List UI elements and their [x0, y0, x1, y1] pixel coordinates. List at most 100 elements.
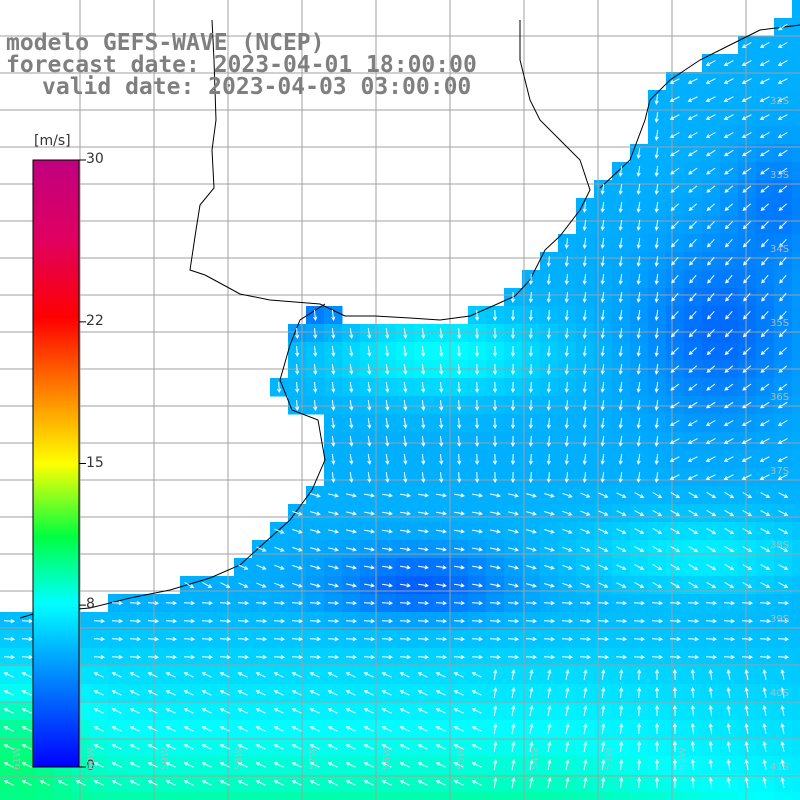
wind-arrow	[435, 618, 448, 624]
wind-arrow	[363, 780, 374, 786]
wind-arrow	[759, 600, 772, 606]
wind-arrow	[457, 345, 462, 358]
wind-arrow	[291, 672, 302, 678]
wind-arrow	[565, 687, 570, 698]
wind-arrow	[454, 529, 465, 534]
wind-speed-cell	[792, 378, 800, 397]
wind-arrow	[724, 545, 735, 553]
wind-arrow	[382, 511, 393, 516]
wind-arrow	[777, 636, 790, 642]
wind-arrow	[636, 148, 641, 159]
wind-arrow	[382, 583, 393, 588]
wind-arrow	[561, 618, 574, 624]
wind-arrow	[255, 708, 266, 714]
wind-arrow	[417, 618, 430, 624]
wind-arrow	[403, 381, 408, 394]
wind-speed-cell	[324, 792, 343, 800]
wind-arrow	[3, 762, 14, 768]
wind-speed-cell	[774, 792, 793, 800]
wind-arrow	[417, 672, 428, 678]
wind-arrow	[237, 672, 248, 678]
wind-arrow	[744, 777, 749, 788]
wind-arrow	[687, 78, 698, 84]
wind-arrow	[349, 472, 354, 483]
wind-arrow	[778, 383, 788, 391]
wind-arrow	[618, 256, 623, 267]
wind-arrow	[761, 274, 769, 284]
wind-arrow	[723, 78, 734, 84]
wind-arrow	[381, 636, 394, 642]
wind-arrow	[295, 399, 300, 412]
wind-arrow	[400, 511, 411, 516]
wind-arrow	[669, 149, 680, 157]
wind-arrow	[652, 510, 663, 517]
wind-arrow	[779, 292, 787, 302]
wind-arrow	[579, 636, 592, 642]
wind-arrow	[778, 167, 788, 175]
wind-arrow	[669, 438, 680, 444]
wind-arrow	[742, 383, 752, 391]
wind-arrow	[274, 564, 285, 570]
wind-arrow	[489, 600, 502, 606]
wind-speed-cell	[792, 252, 800, 271]
wind-arrow	[238, 582, 249, 588]
wind-arrow	[147, 618, 160, 624]
wind-arrow	[724, 365, 734, 373]
wind-arrow	[528, 327, 534, 340]
wind-arrow	[111, 762, 122, 768]
wind-arrow	[165, 672, 176, 678]
wind-arrow	[511, 759, 516, 770]
colorbar-tick-label: 8	[86, 596, 95, 613]
wind-arrow	[201, 618, 214, 624]
wind-arrow	[364, 547, 375, 552]
wind-arrow	[435, 744, 446, 750]
wind-arrow	[582, 381, 587, 394]
wind-arrow	[741, 636, 754, 642]
wind-arrow	[295, 327, 300, 340]
wind-arrow	[546, 273, 551, 286]
wind-arrow	[436, 547, 447, 552]
wind-arrow	[345, 780, 356, 786]
wind-arrow	[493, 687, 498, 698]
wind-speed-cell	[594, 792, 613, 800]
wind-arrow	[669, 600, 682, 606]
wind-arrow	[364, 583, 375, 588]
wind-arrow	[600, 310, 605, 321]
wind-arrow	[618, 382, 623, 393]
wind-arrow	[708, 776, 713, 789]
wind-arrow	[690, 686, 695, 699]
wind-arrow	[616, 528, 627, 534]
wind-arrow	[687, 401, 698, 409]
wind-arrow	[759, 114, 770, 120]
wind-arrow	[39, 780, 50, 786]
wind-arrow	[490, 511, 501, 516]
wind-arrow	[688, 365, 698, 373]
wind-arrow	[3, 654, 16, 660]
wind-arrow	[309, 690, 320, 696]
wind-arrow	[453, 762, 464, 768]
wind-arrow	[741, 149, 752, 157]
wind-speed-cell	[792, 648, 800, 667]
wind-arrow	[454, 493, 465, 498]
wind-arrow	[528, 471, 534, 484]
wind-arrow	[634, 564, 645, 570]
wind-arrow	[669, 474, 680, 480]
wind-arrow	[418, 529, 429, 534]
wind-arrow	[165, 618, 178, 624]
wind-arrow	[529, 759, 534, 770]
wind-speed-cell	[558, 792, 577, 800]
wind-arrow	[381, 780, 392, 786]
wind-arrow	[436, 511, 447, 516]
wind-speed-cell	[90, 792, 109, 800]
wind-arrow	[618, 220, 623, 231]
wind-arrow	[670, 185, 680, 193]
wind-arrow	[672, 668, 678, 681]
wind-arrow	[147, 744, 158, 750]
wind-arrow	[367, 328, 372, 339]
wind-arrow	[777, 149, 788, 157]
wind-arrow	[582, 345, 587, 358]
wind-speed-cell	[162, 792, 181, 800]
wind-arrow	[453, 600, 466, 606]
wind-arrow	[672, 686, 678, 699]
